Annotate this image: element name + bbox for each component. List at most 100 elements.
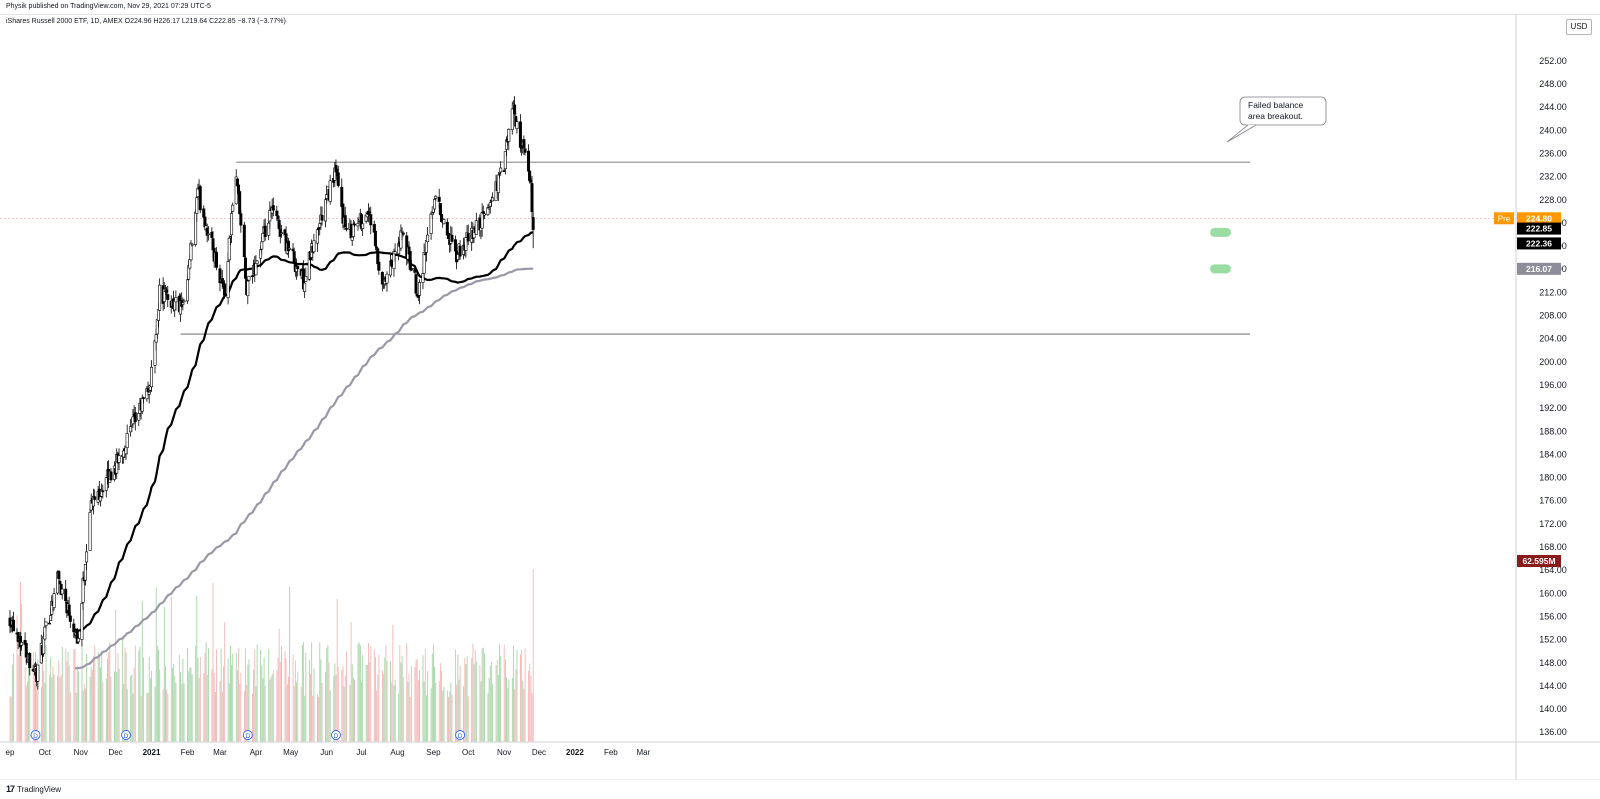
volume-bar (383, 674, 385, 742)
pre-price-tag: 224.80 (1526, 213, 1552, 223)
volume-bar (506, 677, 507, 742)
volume-bar (231, 665, 233, 742)
volume-bar (247, 664, 249, 742)
price-tick-label: 248.00 (1539, 79, 1567, 89)
candle-body (279, 232, 283, 234)
ma-short-tag-bg (1517, 237, 1561, 250)
volume-bar (439, 663, 441, 742)
volume-bar (524, 648, 526, 742)
volume-bar (130, 675, 132, 742)
candle-body (174, 297, 178, 303)
time-tick-label: Nov (74, 748, 88, 757)
candle-body (44, 621, 48, 626)
volume-bar (416, 658, 418, 742)
volume-bar (51, 677, 53, 742)
volume-bar (394, 679, 396, 742)
volume-bar (532, 568, 534, 742)
volume-bar (199, 657, 201, 742)
candle-body (93, 496, 97, 500)
candle-body (515, 121, 519, 129)
volume-bar (414, 667, 416, 742)
volume-bar (228, 683, 230, 742)
volume-bar (167, 693, 169, 742)
volume-bar (117, 653, 119, 742)
pre-label: Pre (1498, 214, 1511, 223)
volume-bar (245, 648, 246, 742)
candle-body (433, 199, 437, 210)
candle-body (267, 222, 271, 236)
volume-bar (438, 680, 440, 742)
volume-bar (386, 660, 388, 742)
candle-body (218, 268, 222, 284)
volume-bar (114, 671, 115, 742)
published-info: Physik published on TradingView.com, Nov… (6, 3, 211, 10)
time-tick-label: Mar (636, 748, 650, 757)
candle-body (43, 626, 47, 640)
volume-bar (253, 669, 255, 742)
time-tick-label: 2021 (143, 748, 161, 757)
volume-bar (45, 644, 47, 742)
candle-body (385, 273, 389, 284)
candle-body (344, 228, 348, 230)
volume-bar (458, 679, 460, 742)
candle-body (67, 604, 71, 616)
price-tick-label: 204.00 (1539, 334, 1567, 344)
volume-bar (511, 677, 513, 742)
candle-body (261, 233, 265, 242)
volume-bar (122, 636, 124, 742)
currency-label[interactable]: USD (1566, 19, 1592, 35)
price-tick-label: 144.00 (1539, 681, 1567, 691)
moving-averages (74, 231, 534, 670)
volume-bar (489, 665, 491, 742)
volume-bar (178, 654, 180, 742)
dividend-marker-icon (331, 730, 341, 740)
volume-bar (148, 656, 150, 742)
candle-body (413, 268, 417, 273)
volume-bar (392, 624, 394, 742)
volume-bar (296, 682, 298, 742)
volume-bar (66, 661, 68, 742)
volume-bar (69, 692, 71, 742)
volume-bar (492, 684, 494, 742)
price-tick-label: 232.00 (1539, 172, 1567, 182)
candle-body (58, 580, 62, 585)
volume-bar (289, 586, 291, 742)
candle-body (11, 619, 15, 632)
volume-bar (357, 643, 359, 742)
price-tick-label: 240.00 (1539, 125, 1567, 135)
volume-bar (317, 694, 318, 742)
volume-bar (407, 681, 409, 742)
volume-bar (272, 670, 274, 742)
price-tick-label: 252.00 (1539, 56, 1567, 66)
volume-bar (213, 672, 215, 742)
candle-body (246, 280, 250, 297)
volume-bar (313, 668, 315, 742)
volume-bar (480, 681, 482, 742)
volume-bar (375, 656, 376, 742)
candle-body (496, 174, 500, 193)
volume-bar (488, 677, 490, 742)
volume-bar (312, 695, 314, 742)
candle-body (52, 593, 56, 608)
volume-bar (146, 692, 148, 742)
volume-bar (141, 601, 143, 742)
volume-bar (450, 682, 452, 742)
close-price-tag: 222.85 (1526, 224, 1552, 234)
volume-bar (365, 664, 367, 742)
candle-body (401, 232, 405, 235)
volume-bar (174, 675, 176, 742)
volume-bar (370, 646, 372, 742)
volume-bar (219, 681, 221, 742)
candle-body (466, 232, 470, 242)
volume-bar (9, 695, 11, 742)
volume-bar (132, 693, 134, 742)
volume-bar (472, 643, 474, 742)
volume-bar (196, 595, 198, 742)
volume-bar (163, 606, 165, 742)
dividend-marker-label: D (33, 733, 38, 740)
volume-bar (24, 667, 26, 742)
candle-body (189, 242, 193, 261)
volume-bar (162, 689, 164, 742)
volume-bar (107, 658, 108, 742)
